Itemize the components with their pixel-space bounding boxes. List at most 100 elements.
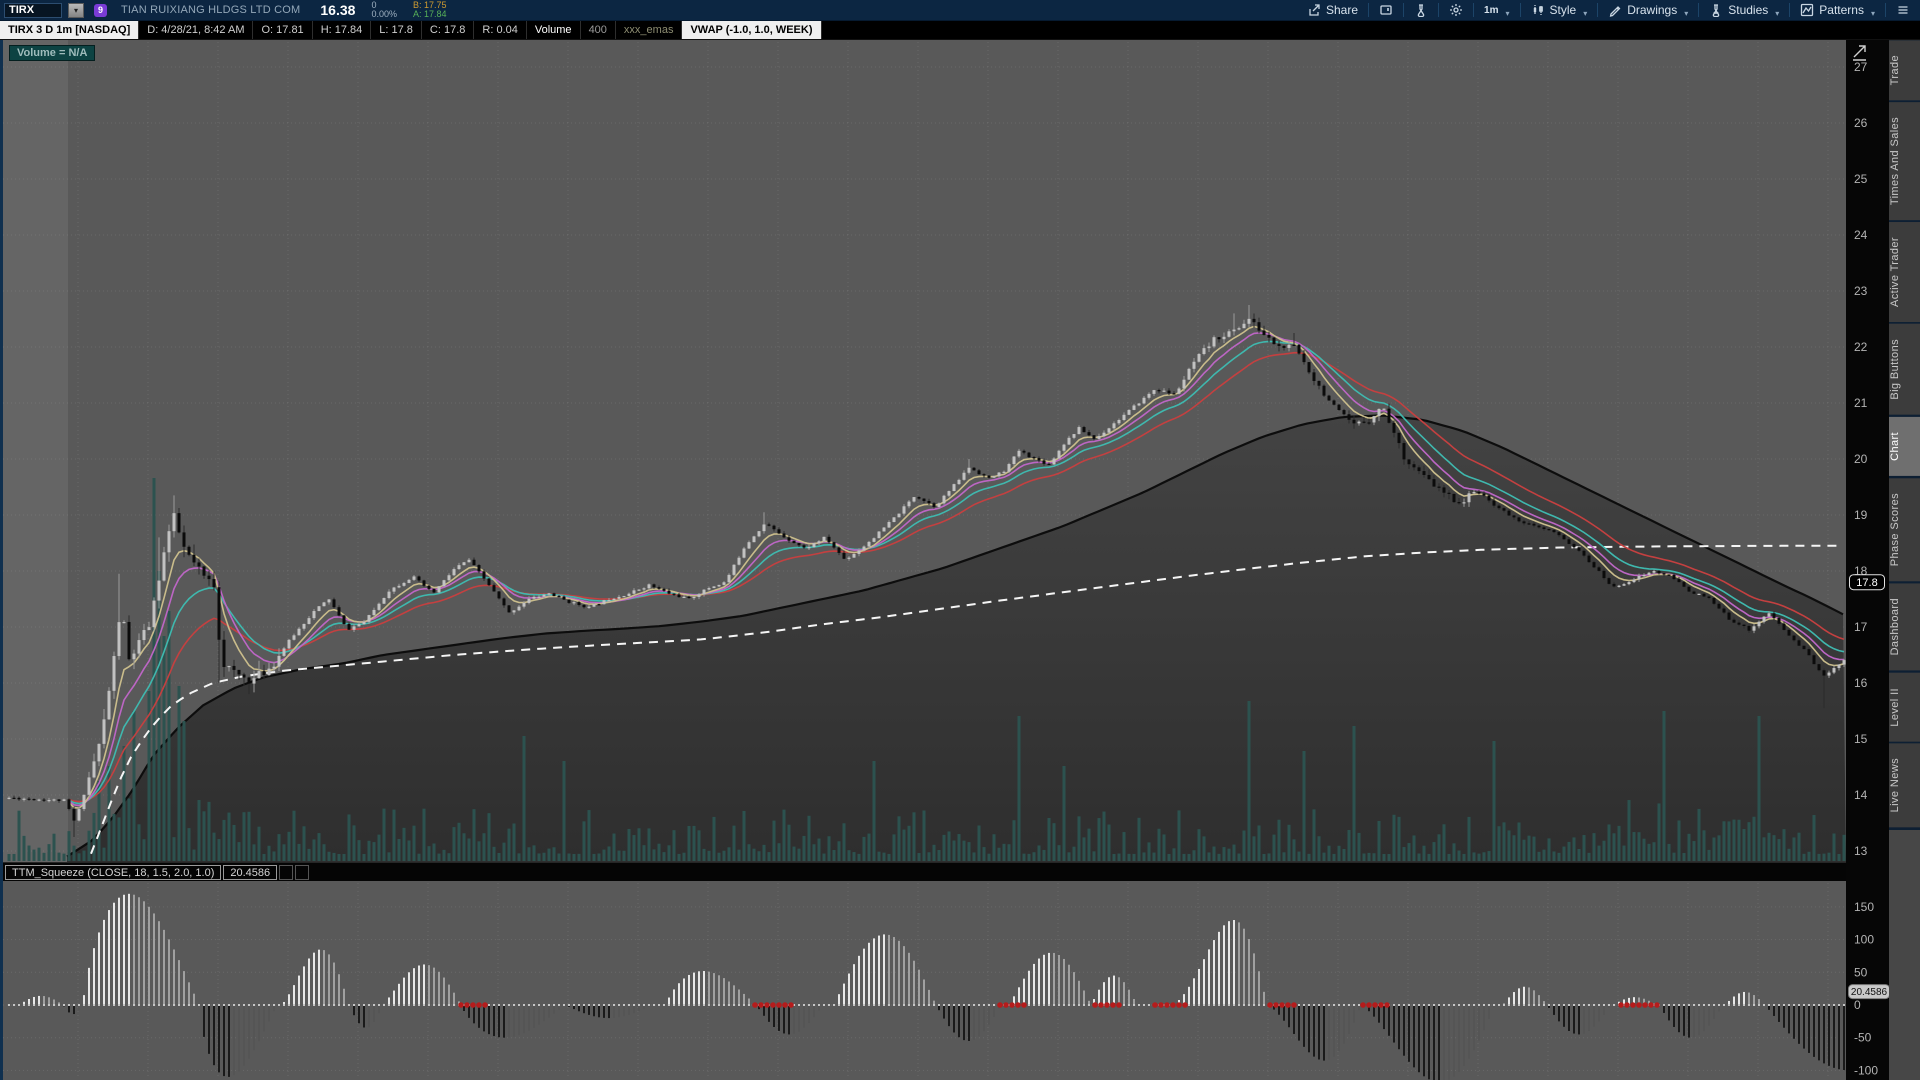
ttm-squeeze-label[interactable]: TTM_Squeeze (CLOSE, 18, 1.5, 2.0, 1.0) [5,864,222,880]
last-close-badge [1849,574,1885,591]
pencil-icon [1609,6,1621,17]
axis-labels: 272625242322212019181716151413150100500-… [1854,60,1878,1077]
price-tick-24: 24 [1854,228,1868,242]
volume-bars [7,478,1846,861]
candles [7,305,1846,837]
price-axis-strip[interactable] [1846,40,1889,1080]
header-cell-6[interactable]: R: 0.04 [474,21,527,39]
squeeze-zero-dots [8,1002,1845,1008]
price-tick-23: 23 [1854,284,1868,298]
ttm-mini-cell[interactable] [295,864,310,880]
toolbar-left-group: TIRX ▾ 9 TIAN RUIXIANG HLDGS LTD COM 16.… [0,1,1297,19]
premarket-band [3,40,68,862]
more-menu-button[interactable] [1886,0,1920,20]
sidebar-tab-active-trader[interactable]: Active Trader [1889,222,1920,323]
bid-value: B: 17.75 [412,0,447,10]
squeeze-tick-150: 150 [1854,900,1874,914]
header-cell-0[interactable]: TIRX 3 D 1m [NASDAQ] [0,21,140,39]
header-cell-3[interactable]: H: 17.84 [313,21,372,39]
ema-line-26 [68,351,1845,803]
header-cell-5[interactable]: C: 17.8 [422,21,475,39]
change-stack: 0 0.00% [371,1,397,19]
price-tick-13: 13 [1854,844,1868,858]
price-tick-19: 19 [1854,508,1868,522]
header-cell-9[interactable]: xxx_emas [616,21,683,39]
quick-study-button[interactable] [1404,0,1438,20]
chart-area: 27 26 25 24 23 22 21 20 19 18 17 16 15 14 13 150 100 50 0-… [0,40,1920,1080]
slow-ma-line [66,414,1844,858]
sidebar-tab-dashboard[interactable]: Dashboard [1889,583,1920,671]
ttm-squeeze-header: TTM_Squeeze (CLOSE, 18, 1.5, 2.0, 1.0) 2… [3,862,1846,881]
price-tick-22: 22 [1854,340,1868,354]
alerts-button[interactable] [1369,0,1403,20]
sidebar-tab-live-news[interactable]: Live News [1889,743,1920,828]
squeeze-histogram [8,893,1845,1080]
last-price: 16.38 [320,2,356,18]
price-tick-21: 21 [1854,396,1868,410]
price-tick-25: 25 [1854,172,1868,186]
header-cell-8[interactable]: 400 [581,21,616,39]
ema-line-6 [68,325,1845,809]
price-tick-15: 15 [1854,732,1868,746]
flask-icon [1417,4,1425,17]
sidebar-tab-phase-scores[interactable]: Phase Scores [1889,478,1920,582]
style-button[interactable]: Style ▾ [1521,0,1598,20]
squeeze-value-badge-text: 20.4586 [1851,987,1888,998]
patterns-zigzag-icon [1801,3,1814,17]
header-cell-7[interactable]: Volume [527,21,581,39]
auto-scale-icon[interactable] [1853,45,1866,61]
toolbar-right-group: Share 1m ▾ Style ▾ Drawings ▾ St [1297,0,1920,20]
sidebar-tab-level-ii[interactable]: Level II [1889,672,1920,742]
main-chart-layers [7,305,1846,862]
chart-style-icon [1533,5,1543,15]
alert-bubble-icon [1380,5,1392,15]
gridlines [3,42,1846,1078]
sidebar-tab-times-and-sales[interactable]: Times And Sales [1889,102,1920,221]
price-tick-20: 20 [1854,452,1868,466]
drawings-button[interactable]: Drawings ▾ [1598,0,1698,20]
studies-flask-icon [1712,4,1720,17]
symbol-input[interactable]: TIRX [4,2,62,18]
volume-study-badge[interactable]: Volume = N/A [9,45,96,61]
header-cell-1[interactable]: D: 4/28/21, 8:42 AM [139,21,254,39]
timeframe-button[interactable]: 1m ▾ [1484,4,1510,19]
patterns-button[interactable]: Patterns ▾ [1790,0,1885,20]
settings-button[interactable] [1439,0,1473,20]
sidebar-filler [1889,829,1920,1080]
gear-icon [1450,4,1463,16]
link-chart-icon[interactable]: 9 [94,3,107,17]
share-button[interactable]: Share [1297,0,1368,20]
price-tick-26: 26 [1854,116,1868,130]
vwap-line [90,544,1841,855]
share-icon [1309,4,1320,16]
slow-ma-fill [67,415,1846,862]
squeeze-tick-0: 0 [1854,998,1861,1012]
top-toolbar: TIRX ▾ 9 TIAN RUIXIANG HLDGS LTD COM 16.… [0,0,1920,21]
menu-icon [1898,6,1908,14]
ttm-squeeze-value: 20.4586 [223,864,278,880]
company-name: TIAN RUIXIANG HLDGS LTD COM [121,4,301,16]
price-chart-canvas[interactable]: 272625242322212019181716151413150100500-… [3,40,1889,1080]
ttm-mini-cell[interactable] [279,864,294,880]
price-tick-27: 27 [1854,60,1868,74]
last-close-badge-text: 17.8 [1856,577,1877,589]
price-tick-14: 14 [1854,788,1868,802]
sidebar-tab-big-buttons[interactable]: Big Buttons [1889,324,1920,416]
change-value: 0 [371,0,377,10]
change-percent: 0.00% [371,9,397,19]
header-cell-10[interactable]: VWAP (-1.0, 1.0, WEEK) [682,21,822,39]
chart-header-row: TIRX 3 D 1m [NASDAQ] D: 4/28/21, 8:42 AM O… [0,21,1920,40]
sidebar-tab-trade[interactable]: Trade [1889,40,1920,101]
header-cell-2[interactable]: O: 17.81 [253,21,313,39]
sidebar-tab-chart[interactable]: Chart [1889,417,1920,477]
symbol-dropdown-button[interactable]: ▾ [68,2,84,18]
squeeze-tick--100: -100 [1854,1063,1878,1077]
price-tick-17: 17 [1854,620,1868,634]
bid-ask-stack: B: 17.75 A: 17.84 [413,1,447,19]
right-gadget-tabs: Trade Times And Sales Active Trader Big But… [1889,40,1920,1080]
ask-value: A: 17.84 [412,9,447,19]
squeeze-value-badge [1848,984,1889,1000]
price-tick-16: 16 [1854,676,1868,690]
header-cell-4[interactable]: L: 17.8 [371,21,422,39]
studies-button[interactable]: Studies ▾ [1699,0,1789,20]
